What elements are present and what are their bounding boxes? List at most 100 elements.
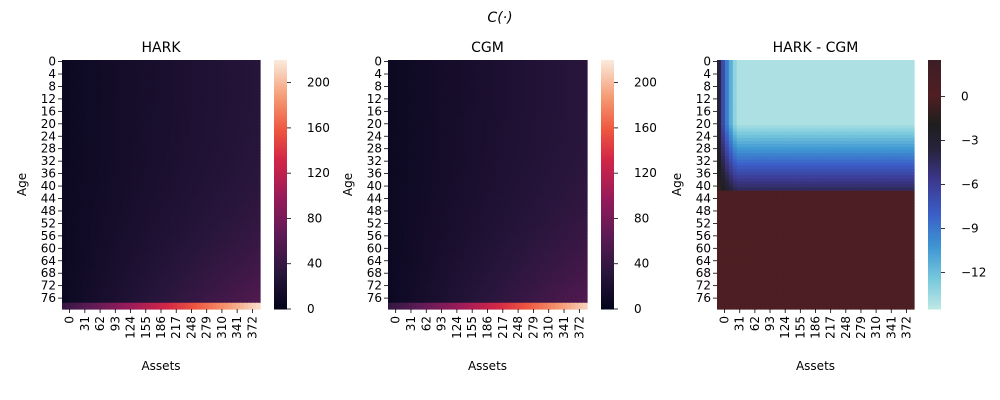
heatmap-cell bbox=[563, 94, 568, 98]
heatmap-cell bbox=[109, 72, 115, 77]
heatmap-cell bbox=[137, 246, 142, 251]
heatmap-cell bbox=[200, 287, 206, 291]
heatmap-cell bbox=[168, 165, 174, 170]
heatmap-cell bbox=[125, 287, 130, 291]
heatmap-cell bbox=[220, 69, 225, 74]
heatmap-cell bbox=[212, 159, 218, 164]
heatmap-cell bbox=[256, 262, 261, 267]
heatmap-cell bbox=[196, 271, 202, 276]
heatmap-cell bbox=[200, 277, 206, 282]
heatmap-cell bbox=[200, 249, 206, 254]
heatmap-cell bbox=[571, 75, 576, 80]
heatmap-cell bbox=[240, 125, 245, 130]
heatmap-cell bbox=[77, 271, 83, 276]
heatmap-cell bbox=[216, 280, 221, 285]
heatmap-cell bbox=[551, 81, 556, 86]
heatmap-cell bbox=[77, 88, 83, 92]
heatmap-cell bbox=[176, 252, 182, 257]
heatmap-cell bbox=[77, 172, 83, 176]
heatmap-cell bbox=[101, 290, 107, 295]
heatmap-cell bbox=[172, 206, 178, 210]
heatmap-cell bbox=[129, 116, 134, 120]
heatmap-cell bbox=[109, 268, 115, 273]
heatmap-cell bbox=[157, 60, 162, 64]
heatmap-cell bbox=[232, 97, 237, 102]
heatmap-cell bbox=[149, 246, 154, 251]
heatmap-cell bbox=[117, 140, 122, 145]
heatmap-cell bbox=[212, 116, 218, 120]
heatmap-cell bbox=[81, 178, 87, 182]
heatmap-cell bbox=[467, 60, 473, 64]
heatmap-cell bbox=[224, 240, 229, 245]
heatmap-cell bbox=[137, 221, 142, 226]
heatmap-cell bbox=[73, 137, 79, 142]
heatmap-cell bbox=[85, 287, 91, 291]
heatmap-cell bbox=[164, 284, 170, 288]
heatmap-cell bbox=[232, 178, 237, 182]
heatmap-cell bbox=[69, 240, 75, 245]
heatmap-cell bbox=[180, 66, 186, 70]
heatmap-cell bbox=[62, 187, 67, 192]
heatmap-cell bbox=[403, 106, 409, 111]
heatmap-cell bbox=[149, 103, 154, 108]
colorbar-segment bbox=[274, 284, 287, 287]
heatmap-cell bbox=[184, 137, 190, 142]
heatmap-cell bbox=[180, 116, 186, 120]
heatmap-cell bbox=[172, 234, 178, 239]
heatmap-cell bbox=[113, 287, 119, 291]
heatmap-cell bbox=[228, 91, 233, 95]
heatmap-cell bbox=[161, 190, 166, 195]
heatmap-cell bbox=[180, 137, 186, 142]
heatmap-cell bbox=[188, 156, 194, 161]
heatmap-cell bbox=[85, 196, 91, 201]
heatmap-cell bbox=[117, 66, 122, 70]
heatmap-cell bbox=[559, 81, 564, 86]
heatmap-cell bbox=[403, 103, 409, 108]
heatmap-cell bbox=[567, 60, 572, 64]
heatmap-cell bbox=[69, 296, 75, 301]
heatmap-cell bbox=[113, 172, 119, 176]
heatmap-cell bbox=[180, 162, 186, 167]
heatmap-cell bbox=[252, 237, 257, 242]
heatmap-cell bbox=[141, 200, 146, 204]
heatmap-cell bbox=[248, 268, 253, 273]
heatmap-cell bbox=[145, 280, 150, 285]
heatmap-cell bbox=[129, 252, 134, 257]
heatmap-cell bbox=[62, 246, 67, 251]
heatmap-cell bbox=[77, 69, 83, 74]
heatmap-cell bbox=[192, 271, 198, 276]
colorbar-segment bbox=[274, 60, 287, 63]
heatmap-cell bbox=[77, 97, 83, 102]
heatmap-cell bbox=[220, 246, 225, 251]
heatmap-cell bbox=[168, 280, 174, 285]
heatmap-cell bbox=[101, 119, 107, 123]
heatmap-cell bbox=[192, 63, 198, 67]
heatmap-cell bbox=[172, 203, 178, 207]
colorbar-segment bbox=[274, 282, 287, 285]
heatmap-cell bbox=[89, 144, 95, 148]
heatmap-cell bbox=[192, 66, 198, 70]
heatmap-cell bbox=[228, 249, 233, 254]
colorbar-segment bbox=[274, 261, 287, 264]
colorbar-segment bbox=[274, 103, 287, 107]
heatmap-cell bbox=[149, 296, 154, 301]
heatmap-cell bbox=[447, 78, 453, 83]
heatmap-cell bbox=[97, 144, 103, 148]
heatmap-cell bbox=[172, 162, 178, 167]
heatmap-cell bbox=[252, 287, 257, 291]
heatmap-cell bbox=[224, 72, 229, 77]
heatmap-cell bbox=[499, 66, 505, 70]
heatmap-cell bbox=[224, 293, 229, 298]
heatmap-cell bbox=[252, 156, 257, 161]
heatmap-cell bbox=[176, 150, 182, 154]
colorbar-segment bbox=[274, 149, 287, 152]
heatmap-cell bbox=[176, 147, 182, 151]
heatmap-cell bbox=[427, 97, 433, 102]
colorbar-segment bbox=[274, 205, 287, 208]
heatmap-cell bbox=[97, 305, 103, 310]
heatmap-cell bbox=[184, 221, 190, 226]
heatmap-cell bbox=[224, 109, 229, 114]
heatmap-cell bbox=[240, 193, 245, 198]
heatmap-cell bbox=[164, 165, 170, 170]
heatmap-cell bbox=[62, 299, 67, 304]
